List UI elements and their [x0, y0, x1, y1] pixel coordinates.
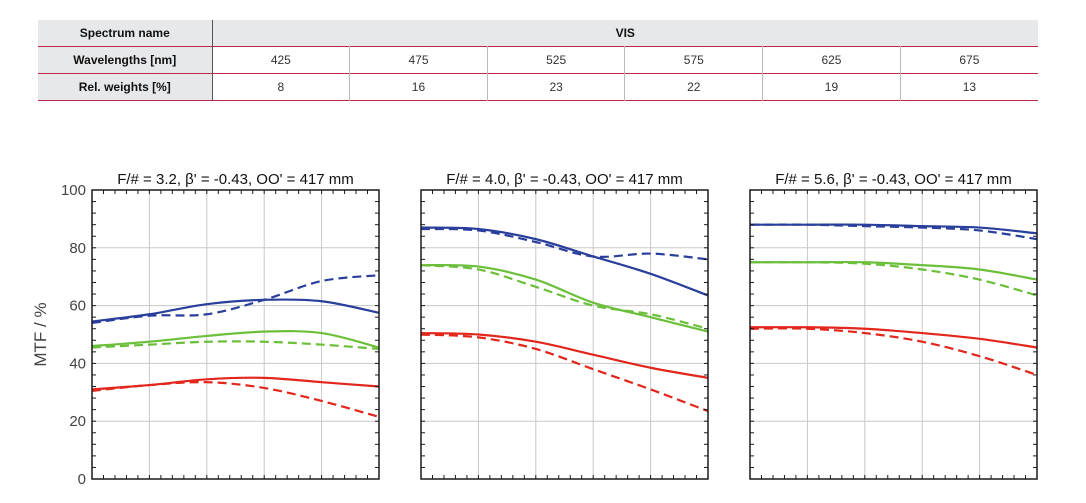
spectrum-name-value: VIS	[212, 20, 1038, 47]
plot-frame	[420, 189, 709, 480]
chart-title: F/# = 3.2, β' = -0.43, OO' = 417 mm	[117, 171, 354, 188]
series-green-dashed	[749, 261, 1038, 297]
y-axis-label: MTF / %	[31, 302, 50, 366]
y-tick-label: 0	[78, 471, 86, 488]
series-green-solid	[420, 263, 709, 333]
wavelength-cell: 475	[349, 46, 488, 74]
weight-cell: 16	[349, 73, 488, 101]
series-blue-solid	[91, 298, 380, 323]
weight-row: Rel. weights [%] 8 16 23 22 19 13	[38, 73, 1038, 101]
wavelength-row: Wavelengths [nm] 425 475 525 575 625 675	[38, 46, 1038, 74]
series-blue-dashed	[91, 274, 380, 325]
y-tick-label: 20	[69, 413, 86, 430]
y-tick-label: 100	[61, 182, 86, 199]
spectrum-row: Spectrum name VIS	[38, 20, 1038, 47]
weight-cell: 23	[487, 73, 626, 101]
spectrum-name-label: Spectrum name	[38, 20, 213, 47]
y-tick-label: 60	[69, 298, 86, 315]
series-blue-dashed	[749, 223, 1038, 241]
wavelength-cell: 425	[212, 46, 351, 74]
plot-frame	[749, 189, 1038, 480]
wavelength-cell: 525	[487, 46, 626, 74]
weight-cell: 19	[762, 73, 901, 101]
series-green-dashed	[91, 340, 380, 351]
series-red-dashed	[91, 381, 380, 418]
series-blue-dashed	[420, 227, 709, 261]
series-green-dashed	[420, 264, 709, 330]
series-red-dashed	[420, 333, 709, 413]
y-tick-label: 80	[69, 240, 86, 257]
series-red-dashed	[749, 327, 1038, 377]
wavelength-cell: 625	[762, 46, 901, 74]
wavelength-cell: 575	[624, 46, 764, 74]
spectrum-table: Spectrum name VIS Wavelengths [nm] 425 4…	[38, 20, 1038, 101]
chart-title: F/# = 5.6, β' = -0.43, OO' = 417 mm	[775, 171, 1012, 188]
series-green-solid	[91, 330, 380, 349]
series-green-solid	[750, 260, 1038, 281]
chart-title: F/# = 4.0, β' = -0.43, OO' = 417 mm	[446, 171, 683, 188]
plot-frame	[91, 189, 380, 480]
weight-cell: 8	[212, 73, 351, 101]
weight-label: Rel. weights [%]	[38, 73, 213, 101]
series-red-solid	[420, 331, 709, 379]
y-tick-label: 40	[69, 355, 86, 372]
weight-cell: 13	[962, 80, 977, 94]
wavelength-cell: 675	[959, 53, 980, 67]
weight-cell: 22	[624, 73, 764, 101]
series-blue-solid	[420, 226, 709, 297]
wavelength-label: Wavelengths [nm]	[38, 46, 213, 74]
series-blue-solid	[749, 223, 1038, 235]
series-red-solid	[91, 376, 380, 391]
series-red-solid	[749, 326, 1038, 349]
